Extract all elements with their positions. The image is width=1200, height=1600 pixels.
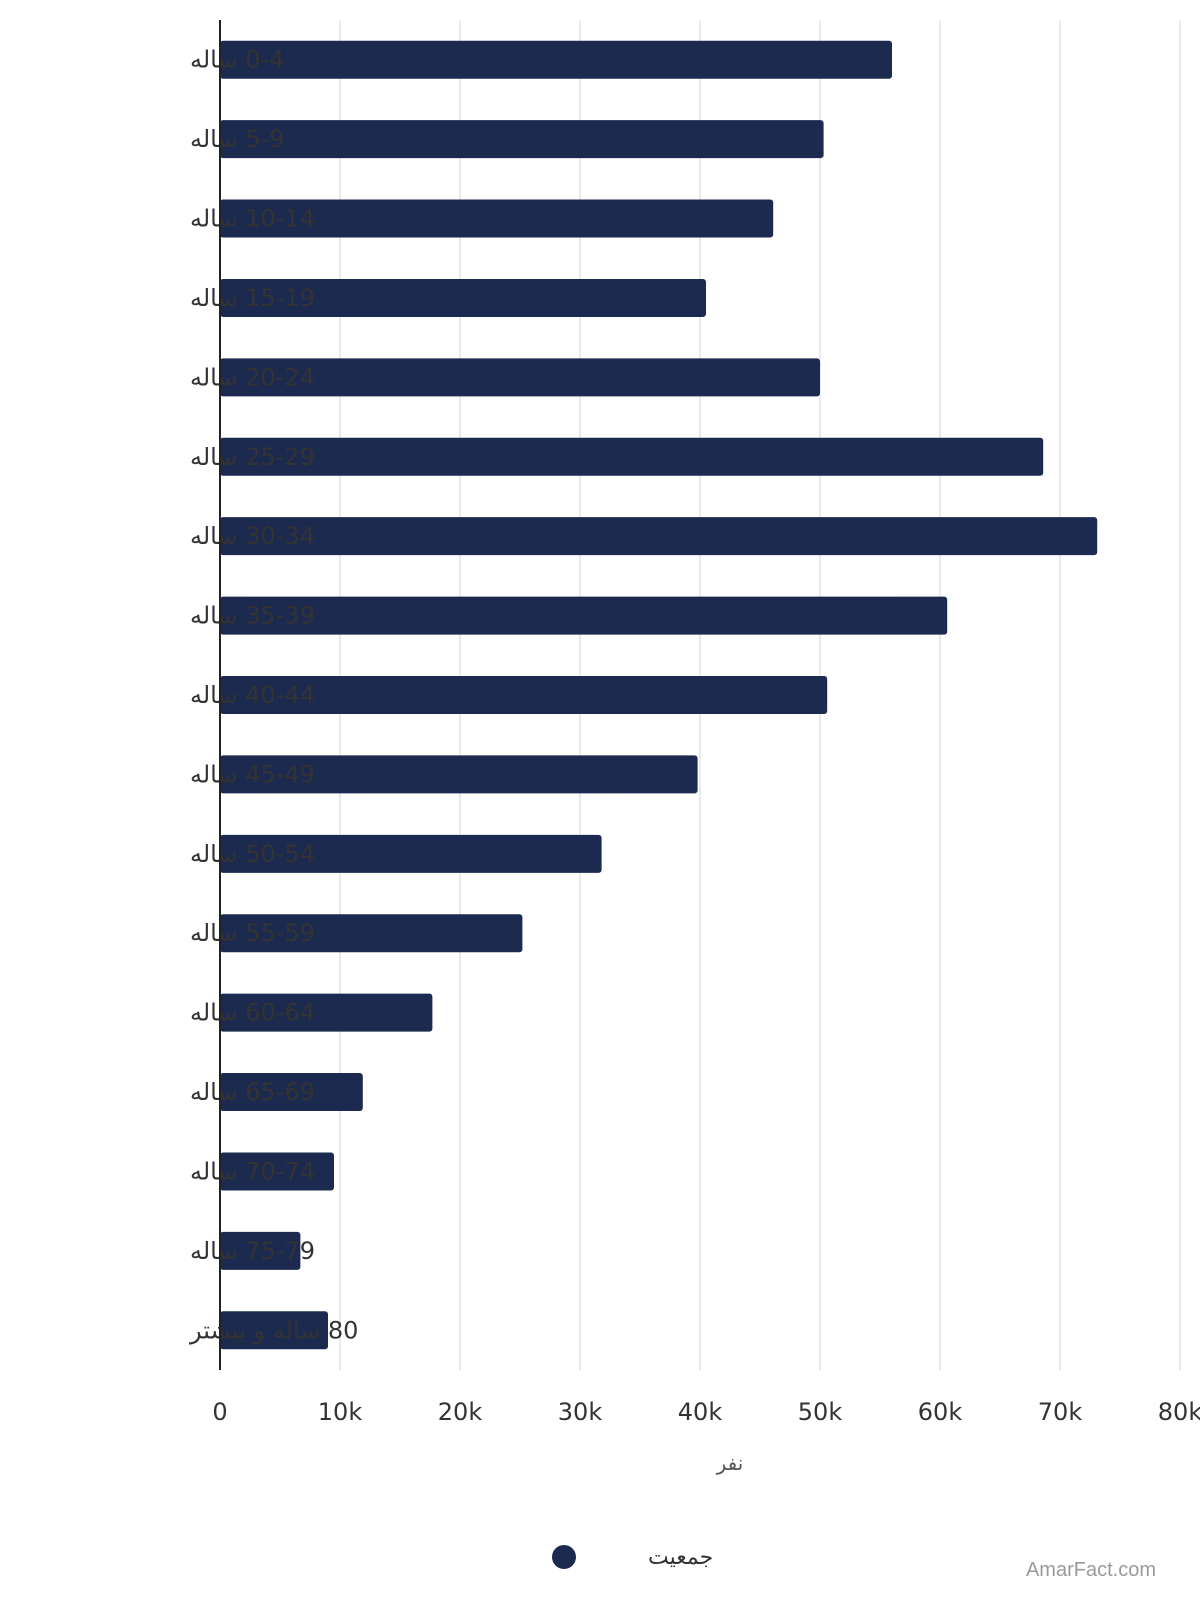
bar (220, 1231, 301, 1270)
bar (220, 278, 706, 317)
x-axis-tick-labels: 0 10k 20k 30k 40k 50k 60k 70k 80k (212, 1398, 1200, 1426)
x-axis-title: نفر (716, 1451, 744, 1475)
category-label: 55-59 ساله (190, 919, 315, 947)
category-label: 10-14 ساله (190, 205, 315, 233)
x-tick-label: 30k (558, 1398, 603, 1426)
legend-swatch (552, 1545, 576, 1569)
category-label: 15-19 ساله (190, 284, 315, 312)
category-label: 40-44 ساله (190, 681, 315, 709)
bar (220, 199, 774, 238)
x-tick-label: 20k (438, 1398, 483, 1426)
bar (220, 437, 1044, 476)
bar (220, 358, 820, 397)
category-label: 70-74 ساله (190, 1157, 315, 1185)
bar (220, 120, 824, 159)
credit-watermark: AmarFact.com (1025, 1559, 1156, 1581)
category-label: 35-39 ساله (190, 602, 315, 630)
x-tick-label: 40k (678, 1398, 723, 1426)
bar (220, 993, 433, 1032)
bar (220, 755, 698, 794)
category-label: 65-69 ساله (190, 1078, 315, 1106)
x-tick-label: 50k (798, 1398, 843, 1426)
bar (220, 914, 523, 953)
category-label: 75-79 ساله (190, 1237, 315, 1265)
x-tick-label: 0 (212, 1398, 227, 1426)
bar (220, 1152, 334, 1191)
category-label: 50-54 ساله (190, 840, 315, 868)
bar (220, 676, 828, 714)
category-label: 45-49 ساله (190, 760, 315, 788)
category-label: 5-9 ساله (190, 125, 284, 153)
category-label: 20-24 ساله (190, 363, 315, 391)
bar (220, 517, 1098, 556)
x-tick-label: 60k (918, 1398, 963, 1426)
category-label: 25-29 ساله (190, 443, 315, 471)
bar (220, 834, 602, 873)
bar (220, 1073, 363, 1112)
category-label: 60-64 ساله (190, 999, 315, 1027)
category-label: 30-34 ساله (190, 522, 315, 550)
bar (220, 1311, 328, 1350)
category-label: 0-4 ساله (190, 46, 284, 74)
category-labels: 0-4 ساله 5-9 ساله 10-14 ساله 15-19 ساله 20-2… (189, 46, 358, 1345)
x-tick-label: 10k (318, 1398, 363, 1426)
bar (220, 596, 948, 635)
category-label: 80 ساله و بیشتر (189, 1316, 358, 1344)
bars (220, 40, 1098, 1350)
legend-label: جمعیت (648, 1545, 713, 1570)
x-tick-label: 80k (1158, 1398, 1200, 1426)
x-tick-label: 70k (1038, 1398, 1083, 1426)
legend: جمعیت (552, 1545, 713, 1570)
bar (220, 40, 892, 79)
